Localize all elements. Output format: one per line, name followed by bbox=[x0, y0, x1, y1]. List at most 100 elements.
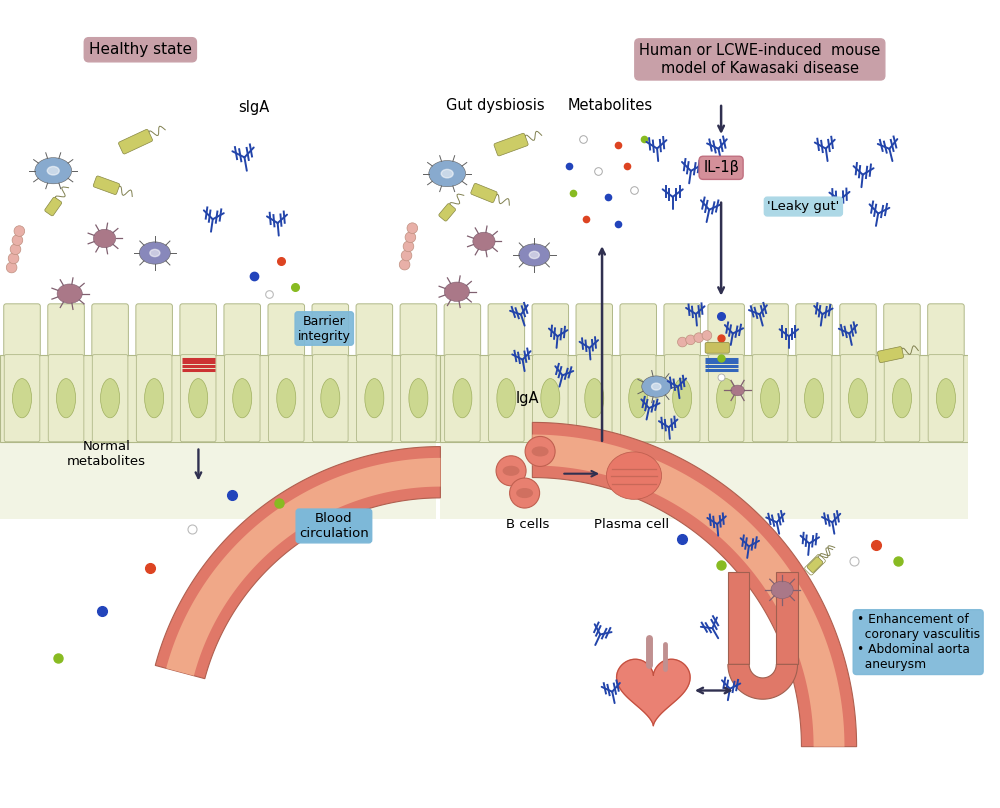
Polygon shape bbox=[728, 664, 798, 699]
Bar bbox=[0, 355, 440, 442]
FancyBboxPatch shape bbox=[357, 355, 392, 442]
FancyBboxPatch shape bbox=[840, 304, 876, 357]
Ellipse shape bbox=[771, 581, 793, 599]
Circle shape bbox=[686, 335, 695, 345]
FancyBboxPatch shape bbox=[92, 355, 128, 442]
Text: Gut dysbiosis: Gut dysbiosis bbox=[446, 99, 545, 113]
FancyBboxPatch shape bbox=[884, 304, 920, 357]
Circle shape bbox=[403, 241, 414, 252]
FancyBboxPatch shape bbox=[884, 355, 920, 442]
Text: Normal
metabolites: Normal metabolites bbox=[67, 440, 146, 469]
Ellipse shape bbox=[936, 379, 955, 418]
FancyBboxPatch shape bbox=[93, 176, 120, 195]
Ellipse shape bbox=[849, 379, 868, 418]
Polygon shape bbox=[155, 447, 440, 679]
FancyBboxPatch shape bbox=[664, 304, 700, 357]
Ellipse shape bbox=[606, 452, 662, 499]
FancyBboxPatch shape bbox=[620, 304, 656, 357]
Circle shape bbox=[399, 259, 410, 270]
Ellipse shape bbox=[57, 379, 76, 418]
FancyBboxPatch shape bbox=[180, 304, 216, 357]
FancyBboxPatch shape bbox=[4, 304, 40, 357]
FancyBboxPatch shape bbox=[180, 355, 216, 442]
Ellipse shape bbox=[13, 379, 32, 418]
FancyBboxPatch shape bbox=[805, 554, 825, 575]
Text: B cells: B cells bbox=[506, 517, 549, 531]
Ellipse shape bbox=[47, 166, 59, 175]
FancyBboxPatch shape bbox=[136, 355, 172, 442]
Ellipse shape bbox=[805, 379, 824, 418]
FancyBboxPatch shape bbox=[400, 304, 437, 357]
Text: • Enhancement of
  coronary vasculitis
• Abdominal aorta
  aneurysm: • Enhancement of coronary vasculitis • A… bbox=[857, 613, 980, 671]
FancyBboxPatch shape bbox=[620, 355, 656, 442]
FancyBboxPatch shape bbox=[576, 304, 613, 357]
Ellipse shape bbox=[189, 379, 208, 418]
Ellipse shape bbox=[365, 379, 384, 418]
FancyBboxPatch shape bbox=[313, 355, 348, 442]
FancyBboxPatch shape bbox=[494, 133, 528, 156]
Ellipse shape bbox=[444, 282, 469, 301]
Text: Human or LCWE-induced  mouse
model of Kawasaki disease: Human or LCWE-induced mouse model of Kaw… bbox=[639, 43, 880, 76]
Text: Metabolites: Metabolites bbox=[567, 99, 652, 113]
Ellipse shape bbox=[532, 447, 548, 456]
Circle shape bbox=[10, 244, 21, 255]
Circle shape bbox=[694, 333, 704, 343]
Ellipse shape bbox=[652, 383, 661, 390]
Text: Blood
circulation: Blood circulation bbox=[299, 512, 369, 540]
Polygon shape bbox=[532, 423, 857, 747]
Circle shape bbox=[525, 436, 555, 466]
Bar bbox=[440, 355, 968, 442]
FancyBboxPatch shape bbox=[928, 355, 964, 442]
Ellipse shape bbox=[497, 379, 516, 418]
FancyBboxPatch shape bbox=[45, 197, 62, 216]
Ellipse shape bbox=[139, 242, 170, 264]
FancyBboxPatch shape bbox=[136, 304, 172, 357]
Text: 'Leaky gut': 'Leaky gut' bbox=[767, 200, 840, 213]
Ellipse shape bbox=[101, 379, 120, 418]
Ellipse shape bbox=[629, 379, 648, 418]
Text: IgA: IgA bbox=[516, 391, 539, 406]
Ellipse shape bbox=[541, 379, 560, 418]
FancyBboxPatch shape bbox=[92, 304, 128, 357]
Ellipse shape bbox=[409, 379, 428, 418]
Ellipse shape bbox=[717, 379, 736, 418]
FancyBboxPatch shape bbox=[708, 304, 744, 357]
FancyBboxPatch shape bbox=[533, 355, 568, 442]
Ellipse shape bbox=[517, 489, 532, 498]
Text: Healthy state: Healthy state bbox=[89, 42, 192, 57]
FancyBboxPatch shape bbox=[488, 304, 525, 357]
FancyBboxPatch shape bbox=[4, 355, 40, 442]
Circle shape bbox=[510, 478, 540, 508]
Ellipse shape bbox=[93, 229, 116, 248]
FancyBboxPatch shape bbox=[312, 304, 349, 357]
Polygon shape bbox=[166, 458, 440, 675]
FancyBboxPatch shape bbox=[807, 557, 823, 573]
Ellipse shape bbox=[529, 251, 539, 259]
FancyBboxPatch shape bbox=[752, 304, 788, 357]
Text: sIgA: sIgA bbox=[238, 100, 269, 116]
FancyBboxPatch shape bbox=[268, 355, 304, 442]
Ellipse shape bbox=[585, 379, 604, 418]
FancyBboxPatch shape bbox=[224, 304, 260, 357]
FancyBboxPatch shape bbox=[401, 355, 436, 442]
Text: IL-1β: IL-1β bbox=[703, 160, 739, 175]
Ellipse shape bbox=[673, 379, 692, 418]
Bar bbox=[440, 442, 968, 520]
FancyBboxPatch shape bbox=[445, 355, 480, 442]
Text: Barrier
integrity: Barrier integrity bbox=[298, 314, 351, 343]
FancyBboxPatch shape bbox=[356, 304, 393, 357]
Circle shape bbox=[12, 235, 23, 246]
Ellipse shape bbox=[503, 466, 519, 475]
FancyBboxPatch shape bbox=[224, 355, 260, 442]
Circle shape bbox=[6, 263, 17, 273]
FancyBboxPatch shape bbox=[118, 129, 153, 154]
Circle shape bbox=[8, 253, 19, 263]
FancyBboxPatch shape bbox=[664, 355, 700, 442]
FancyBboxPatch shape bbox=[705, 343, 729, 353]
Circle shape bbox=[407, 223, 418, 234]
FancyBboxPatch shape bbox=[877, 347, 904, 363]
Ellipse shape bbox=[429, 161, 466, 187]
Ellipse shape bbox=[473, 232, 495, 250]
FancyBboxPatch shape bbox=[752, 355, 788, 442]
FancyBboxPatch shape bbox=[840, 355, 876, 442]
